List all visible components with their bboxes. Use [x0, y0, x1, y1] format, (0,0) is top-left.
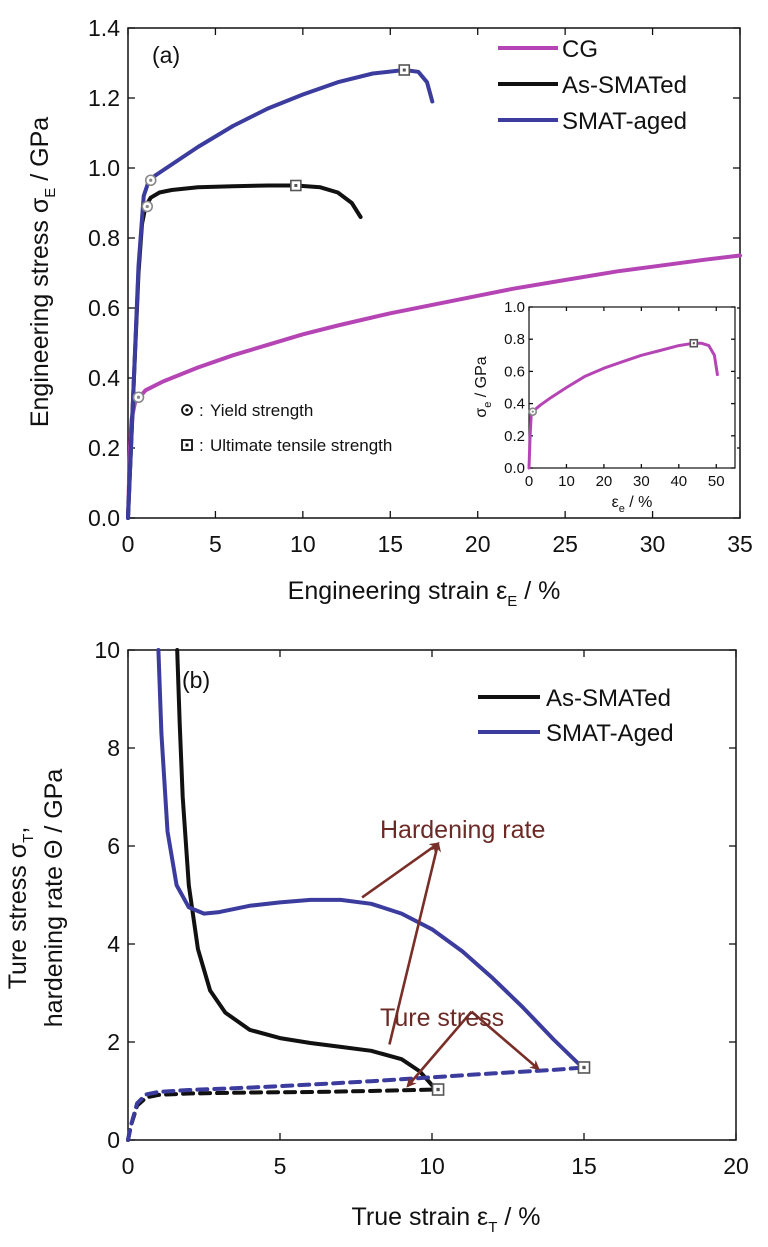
panel-b-y-tick-label: 4: [107, 931, 120, 957]
panel-a-markers: [132, 64, 411, 404]
panel-b-uts-marker-dot: [436, 1087, 440, 1092]
uts-marker-key-dot: [185, 443, 189, 447]
inset-ticks: 0 10 20 30 40 50 0.0 0.2 0.4 0.6 0.8 1.0: [504, 299, 735, 490]
panel-a-legend: CG As-SMATed SMAT-aged: [498, 36, 687, 135]
panel-a-frame: [127, 27, 741, 519]
panel-b-ticks: 0 5 10 15 20 0 2 4 6 8 10: [94, 637, 748, 1179]
inset-x-tick-label: 50: [708, 473, 725, 490]
inset-y-tick-label: 1.0: [504, 299, 525, 316]
panel-b-series-as-smated-hardening-rate: [175, 648, 437, 1091]
panel-a-x-tick-label: 10: [290, 531, 316, 557]
inset-x-tick-label: 20: [596, 473, 613, 490]
panel-b-legend: As-SMATed SMAT-Aged: [478, 685, 674, 747]
panel-a-x-tick-label: 15: [377, 531, 403, 557]
panel-b-y-tick-label: 2: [107, 1029, 120, 1055]
inset-markers: [528, 338, 699, 416]
panel-a-yield-marker-dot: [149, 178, 153, 182]
panel-b-markers: [431, 1061, 591, 1096]
panel-a: 0 5 10 15 20 25 30 35 0.0 0.2 0.4 0.6 0.8 1.0 1.2 1.4 (…: [26, 15, 753, 610]
legend-label-smat-aged: SMAT-aged: [562, 108, 687, 135]
inset-yield-marker-dot: [531, 410, 534, 413]
uts-note-separator: :: [199, 436, 204, 455]
panel-a-y-tick-label: 0.6: [88, 295, 120, 321]
panel-b-y-tick-label: 6: [107, 833, 120, 859]
panel-a-label: (a): [152, 42, 180, 68]
panel-b-series-dashed-true-stress: [126, 1087, 441, 1142]
inset-uts-marker-dot: [692, 342, 695, 345]
inset-x-tick-label: 0: [525, 473, 533, 490]
legend-label-as-smated-b: As-SMATed: [546, 685, 671, 712]
inset-x-tick-label: 40: [670, 473, 687, 490]
panel-a-y-tick-label: 0.4: [88, 365, 120, 391]
panel-b-x-axis-title: True strain εT / %: [352, 1203, 541, 1236]
panel-a-x-tick-label: 30: [640, 531, 666, 557]
panel-b-x-tick-label: 5: [274, 1153, 287, 1179]
uts-note: Ultimate tensile strength: [210, 436, 392, 455]
inset-x-axis-title: εe / %: [612, 494, 653, 515]
panel-a-x-tick-label: 0: [122, 531, 135, 557]
inset-y-tick-label: 0.2: [504, 428, 525, 445]
annotation-hardening-rate: Hardening rate: [380, 816, 545, 844]
annotation-arrow-hardening-rate-1: [361, 842, 440, 899]
panel-a-y-tick-label: 0.0: [88, 505, 120, 531]
inset-x-tick-label: 30: [633, 473, 650, 490]
panel-a-yield-marker-dot: [145, 204, 149, 209]
annotation-arrow-ture-stress-1: [406, 1010, 473, 1088]
panel-a-x-axis-title: Engineering strain εE / %: [288, 577, 561, 610]
yield-marker-key-dot: [185, 408, 189, 412]
inset-y-tick-label: 0.6: [504, 363, 525, 380]
panel-a-y-tick-label: 1.0: [88, 155, 120, 181]
annotation-arrow-ture-stress-2: [470, 1010, 540, 1071]
inset-frame: [528, 306, 736, 469]
annotation-ture-stress: Ture stress: [380, 1004, 504, 1032]
panel-b-y-tick-label: 10: [94, 637, 120, 663]
panel-a-ticks: 0 5 10 15 20 25 30 35 0.0 0.2 0.4 0.6 0.8 1.0 1.2 1.4: [88, 15, 753, 557]
inset-y-tick-label: 0.0: [504, 460, 525, 477]
panel-a-inset: 0 10 20 30 40 50 0.0 0.2 0.4 0.6 0.8 1.0 εe / % σe …: [473, 299, 737, 515]
panel-a-yield-marker-dot: [136, 395, 141, 399]
panel-b-series: [126, 648, 586, 1142]
panel-b-y-axis-title-line-2: hardening rate Θ / GPa: [40, 769, 68, 1028]
panel-b-y-axis-title-line-1: Ture stress σT,: [4, 827, 37, 990]
panel-a-y-axis-title: Engineering stress σE / GPa: [26, 117, 59, 427]
panel-b-x-tick-label: 15: [571, 1153, 597, 1179]
panel-a-marker-legend: : Yield strength : Ultimate tensile stre…: [181, 401, 392, 455]
panel-b-y-tick-label: 8: [107, 735, 120, 761]
panel-a-uts-marker-dot: [294, 184, 298, 187]
yield-note-separator: :: [199, 401, 204, 420]
panel-a-uts-marker-dot: [402, 68, 406, 72]
panel-b-y-tick-label: 0: [107, 1127, 120, 1153]
panel-a-y-tick-label: 1.2: [88, 85, 120, 111]
panel-a-y-tick-label: 0.2: [88, 435, 120, 461]
inset-x-tick-label: 10: [558, 473, 575, 490]
panel-a-x-tick-label: 35: [727, 531, 753, 557]
panel-a-x-tick-label: 20: [465, 531, 491, 557]
panel-b-series-dashed-true-stress: [126, 1065, 586, 1142]
panel-a-x-tick-label: 5: [209, 531, 222, 557]
panel-b-x-tick-label: 10: [419, 1153, 445, 1179]
panel-a-y-tick-label: 0.8: [88, 225, 120, 251]
legend-label-as-smated: As-SMATed: [562, 72, 687, 99]
panel-b-x-tick-label: 20: [723, 1153, 749, 1179]
inset-background: [480, 304, 737, 468]
panel-b-series-smat-aged-hardening-rate: [156, 648, 586, 1071]
panel-a-y-tick-label: 1.4: [88, 15, 120, 41]
panel-b-annotation-arrows: [361, 841, 540, 1088]
panel-b-label: (b): [182, 667, 210, 693]
panel-b-x-tick-label: 0: [122, 1153, 135, 1179]
legend-label-cg: CG: [562, 36, 598, 63]
inset-y-tick-label: 0.8: [504, 331, 525, 348]
yield-note: Yield strength: [210, 401, 313, 420]
inset-y-tick-label: 0.4: [504, 396, 525, 413]
annotation-arrow-hardening-rate-2: [388, 841, 442, 1045]
panel-b-uts-marker-dot: [582, 1065, 586, 1070]
legend-label-smat-aged-b: SMAT-Aged: [546, 720, 674, 747]
panel-a-x-tick-label: 25: [552, 531, 578, 557]
inset-y-axis-title: σe / GPa: [473, 356, 494, 417]
